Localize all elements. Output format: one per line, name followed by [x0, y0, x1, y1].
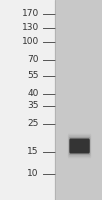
Text: 55: 55	[27, 72, 39, 80]
Text: 15: 15	[27, 148, 39, 156]
Bar	[0, 0, 55, 200]
Text: 170: 170	[22, 9, 39, 19]
Text: 40: 40	[27, 90, 39, 98]
Bar	[55, 0, 102, 200]
Text: 10: 10	[27, 170, 39, 178]
FancyBboxPatch shape	[69, 137, 90, 155]
FancyBboxPatch shape	[69, 138, 90, 154]
Text: 130: 130	[22, 23, 39, 32]
Text: 35: 35	[27, 102, 39, 110]
Text: 100: 100	[22, 38, 39, 46]
FancyBboxPatch shape	[68, 135, 91, 157]
Text: 70: 70	[27, 55, 39, 64]
Text: 25: 25	[27, 119, 39, 129]
